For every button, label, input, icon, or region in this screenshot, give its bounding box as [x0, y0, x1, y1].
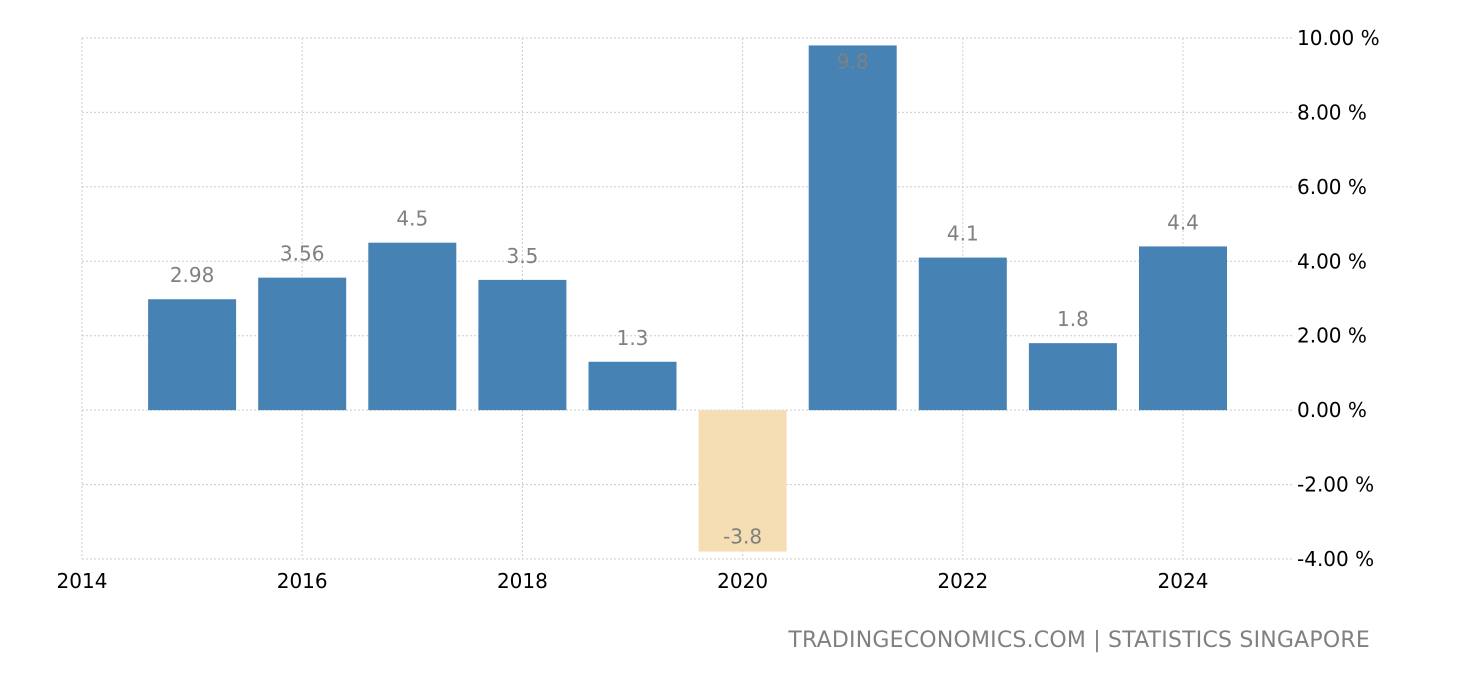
- x-tick-label: 2022: [937, 569, 988, 593]
- bar-2017: [368, 242, 457, 411]
- bar-2021: [808, 45, 897, 411]
- x-axis: 2014 2016 2018 2020 2022 2024: [57, 569, 1209, 593]
- x-tick-label: 2016: [277, 569, 328, 593]
- y-tick-label: 8.00 %: [1297, 100, 1367, 124]
- y-tick-label: -2.00 %: [1297, 473, 1374, 497]
- x-tick-label: 2018: [497, 569, 548, 593]
- bars: [148, 45, 1227, 552]
- source-credit: TRADINGECONOMICS.COM | STATISTICS SINGAP…: [788, 628, 1370, 653]
- data-label-2019: 1.3: [617, 326, 649, 350]
- y-tick-label: 0.00 %: [1297, 398, 1367, 422]
- x-tick-label: 2024: [1158, 569, 1209, 593]
- data-label-2018: 3.5: [506, 244, 538, 268]
- y-tick-label: -4.00 %: [1297, 547, 1374, 571]
- y-tick-label: 2.00 %: [1297, 324, 1367, 348]
- data-label-2021: 9.8: [837, 49, 869, 73]
- data-label-2016: 3.56: [280, 242, 325, 266]
- x-tick-label: 2014: [57, 569, 108, 593]
- data-label-2015: 2.98: [170, 263, 215, 287]
- bar-2016: [258, 277, 347, 411]
- data-label-2017: 4.5: [396, 207, 428, 231]
- x-tick-label: 2020: [717, 569, 768, 593]
- bar-2022: [918, 257, 1007, 411]
- bar-2024: [1139, 246, 1227, 411]
- y-tick-label: 4.00 %: [1297, 249, 1367, 273]
- y-axis: -4.00 % -2.00 % 0.00 % 2.00 % 4.00 % 6.00 % 8.…: [1297, 26, 1380, 571]
- data-label-2023: 1.8: [1057, 307, 1089, 331]
- bar-2020: [698, 410, 787, 552]
- y-tick-label: 6.00 %: [1297, 175, 1367, 199]
- data-label-2020: -3.8: [723, 525, 762, 549]
- data-label-2022: 4.1: [947, 222, 979, 246]
- bar-2018: [478, 279, 567, 411]
- data-label-2024: 4.4: [1167, 210, 1199, 234]
- bar-2019: [588, 361, 677, 411]
- data-labels: 2.98 3.56 4.5 3.5 1.3 -3.8 9.8 4.1 1.8 4.4: [170, 49, 1199, 548]
- bar-2015: [148, 299, 237, 411]
- bar-2023: [1028, 343, 1117, 411]
- y-tick-label: 10.00 %: [1297, 26, 1380, 50]
